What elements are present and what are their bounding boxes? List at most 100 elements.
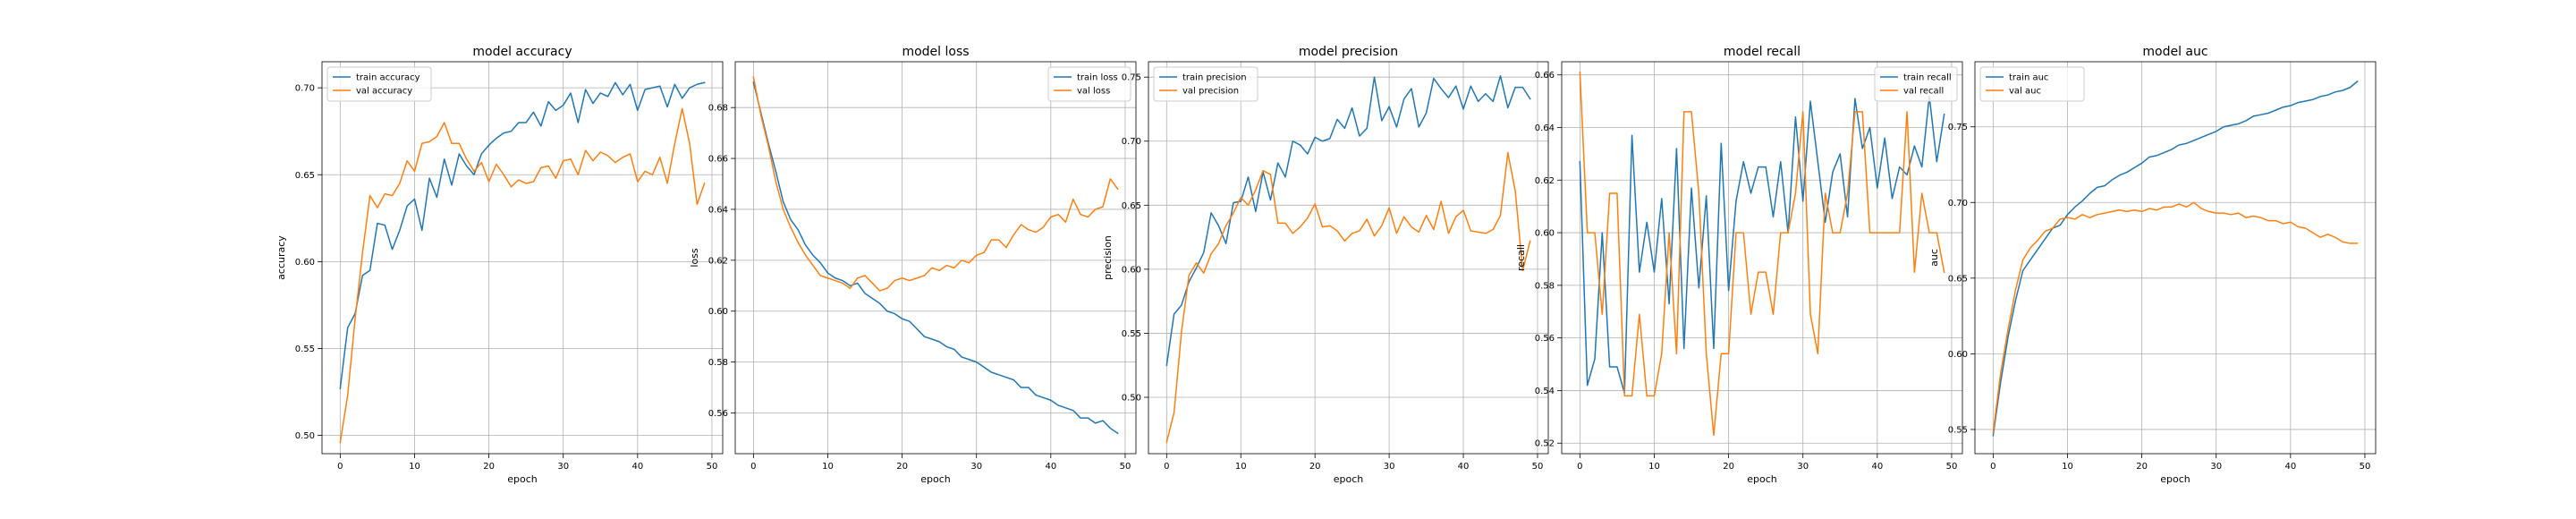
y-tick-label: 0.66: [708, 155, 728, 165]
x-tick-label: 10: [1648, 462, 1660, 472]
x-axis-label: epoch: [920, 473, 951, 485]
x-tick-label: 10: [2062, 462, 2073, 472]
y-tick-label: 0.60: [1535, 229, 1555, 239]
x-tick-label: 30: [970, 462, 982, 472]
x-tick-label: 40: [2284, 462, 2296, 472]
chart-title: model auc: [2142, 45, 2207, 59]
series-line-val: [1579, 71, 1945, 437]
x-tick-label: 50: [1120, 462, 1131, 472]
y-tick-label: 0.58: [1535, 281, 1555, 291]
x-tick-label: 0: [337, 462, 343, 472]
y-tick-label: 0.70: [1122, 137, 1141, 147]
y-tick-label: 0.75: [1122, 73, 1141, 83]
series-line-val: [1165, 151, 1531, 444]
x-tick-label: 50: [2360, 462, 2371, 472]
y-tick-label: 0.70: [295, 84, 315, 94]
chart-panel-3: 0 10 20 30 40 50 0.52 0.54 0.56 0.58 0.60 0.62 0.64 0…: [1515, 45, 1963, 485]
y-tick-label: 0.60: [1948, 350, 1968, 360]
legend-label: val loss: [1077, 87, 1110, 97]
legend-label: train recall: [1903, 73, 1952, 83]
legend: train precision val precision: [1153, 66, 1258, 102]
series-line-val: [752, 76, 1119, 292]
y-tick-label: 0.68: [708, 104, 728, 114]
chart-title: model recall: [1724, 45, 1801, 59]
x-tick-label: 30: [1384, 462, 1395, 472]
y-tick-label: 0.75: [1948, 123, 1968, 132]
y-axis-label: auc: [1928, 249, 1940, 267]
y-axis-label: recall: [1515, 244, 1527, 271]
x-tick-label: 40: [631, 462, 643, 472]
y-tick-label: 0.65: [295, 171, 315, 181]
series-line-train: [1579, 95, 1945, 395]
legend-box: [326, 66, 432, 102]
chart-panel-1: 0 10 20 30 40 50 0.56 0.58 0.60 0.62 0.64 0.66 0.68 m…: [689, 45, 1137, 485]
series-line-val: [339, 107, 706, 444]
y-tick-label: 0.56: [708, 409, 728, 419]
x-tick-label: 0: [1164, 462, 1169, 472]
x-tick-label: 50: [1946, 462, 1958, 472]
legend-label: val precision: [1182, 87, 1239, 97]
x-tick-label: 30: [2210, 462, 2222, 472]
x-tick-label: 0: [1577, 462, 1582, 472]
y-tick-label: 0.65: [1948, 274, 1968, 284]
y-axis-label: loss: [689, 248, 700, 268]
legend-label: val recall: [1903, 87, 1944, 97]
y-tick-label: 0.52: [1535, 439, 1555, 449]
y-tick-label: 0.55: [1122, 329, 1141, 339]
y-tick-label: 0.50: [295, 431, 315, 441]
x-tick-label: 20: [2136, 462, 2148, 472]
plot-frame: [1974, 61, 2377, 455]
y-tick-label: 0.62: [1535, 176, 1555, 186]
x-tick-label: 50: [1532, 462, 1544, 472]
series-line-train: [1165, 75, 1531, 367]
legend: train loss val loss: [1047, 66, 1131, 102]
legend: train accuracy val accuracy: [326, 66, 432, 102]
x-tick-label: 40: [1045, 462, 1056, 472]
legend-label: val auc: [2009, 87, 2041, 97]
x-tick-label: 40: [1871, 462, 1883, 472]
legend-label: train auc: [2009, 73, 2048, 83]
x-tick-label: 20: [1309, 462, 1321, 472]
y-tick-label: 0.56: [1535, 334, 1555, 344]
y-tick-label: 0.60: [708, 307, 728, 317]
plot-frame: [321, 61, 724, 455]
x-tick-label: 30: [557, 462, 569, 472]
chart-panel-4: 0 10 20 30 40 50 0.55 0.60 0.65 0.70 0.75 model auc…: [1928, 45, 2377, 485]
y-tick-label: 0.50: [1122, 394, 1141, 404]
x-axis-label: epoch: [1334, 473, 1364, 485]
legend-box: [1153, 66, 1258, 102]
x-tick-label: 10: [1235, 462, 1247, 472]
plot-frame: [1561, 61, 1963, 455]
legend-box: [1047, 66, 1131, 102]
legend-label: train loss: [1077, 73, 1118, 83]
y-tick-label: 0.65: [1122, 201, 1141, 211]
y-tick-label: 0.66: [1535, 71, 1555, 81]
x-tick-label: 30: [1797, 462, 1809, 472]
y-tick-label: 0.70: [1948, 199, 1968, 208]
plot-frame: [1148, 61, 1549, 455]
x-axis-label: epoch: [507, 473, 538, 485]
x-axis-label: epoch: [1747, 473, 1777, 485]
x-tick-label: 10: [409, 462, 420, 472]
y-tick-label: 0.60: [295, 258, 315, 268]
chart-title: model accuracy: [472, 45, 572, 59]
y-tick-label: 0.62: [708, 256, 728, 266]
y-tick-label: 0.55: [295, 345, 315, 354]
x-tick-label: 10: [822, 462, 834, 472]
series-line-train: [752, 81, 1119, 435]
series-line-train: [339, 81, 706, 389]
chart-title: model precision: [1299, 45, 1398, 59]
legend: train auc val auc: [1979, 66, 2085, 102]
chart-panel-0: 0 10 20 30 40 50 0.50 0.55 0.60 0.65 0.70 model acc…: [275, 45, 724, 485]
x-tick-label: 0: [750, 462, 756, 472]
legend-label: train accuracy: [356, 73, 420, 83]
legend-label: val accuracy: [356, 87, 412, 97]
y-tick-label: 0.64: [1535, 123, 1555, 133]
y-tick-label: 0.55: [1948, 425, 1968, 435]
x-axis-label: epoch: [2160, 473, 2190, 485]
chart-panel-2: 0 10 20 30 40 50 0.50 0.55 0.60 0.65 0.70 0.75 model…: [1102, 45, 1549, 485]
y-tick-label: 0.60: [1122, 265, 1141, 275]
legend-label: train precision: [1182, 73, 1247, 83]
